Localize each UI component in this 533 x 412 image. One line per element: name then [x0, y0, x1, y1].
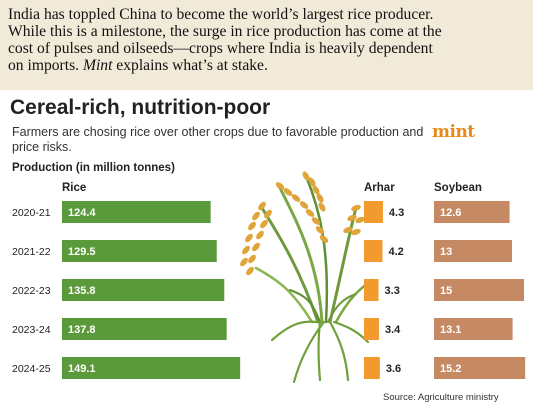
arhar-bar — [364, 240, 383, 262]
arhar-bar — [364, 201, 383, 223]
rice-bar — [62, 201, 211, 223]
arhar-value-label: 4.2 — [388, 246, 403, 258]
arhar-column-header: Arhar — [364, 182, 395, 194]
rice-value-label: 129.5 — [68, 246, 96, 258]
soybean-value-label: 13 — [440, 246, 452, 258]
arhar-bar — [364, 357, 380, 379]
rice-value-label: 124.4 — [68, 207, 96, 219]
rice-bar — [62, 279, 225, 301]
intro-line-4-suffix: explains what’s at stake. — [112, 57, 268, 74]
arhar-bar — [364, 279, 379, 301]
soybean-bar — [434, 279, 524, 301]
rice-bar — [62, 240, 217, 262]
arhar-bar — [364, 318, 379, 340]
chart-canvas: 2020-21 124.4 4.3 12.6 2021-22 129.5 4.2 13 2022… — [12, 171, 526, 384]
soybean-value-label: 15 — [440, 285, 452, 297]
intro-text: India has toppled China to become the wo… — [8, 6, 528, 74]
intro-line-4-prefix: on imports. — [8, 57, 83, 74]
rice-column-header: Rice — [62, 182, 87, 194]
arhar-value-label: 3.3 — [385, 285, 400, 297]
soybean-bar — [434, 240, 512, 262]
rice-value-label: 135.8 — [68, 285, 96, 297]
soybean-column-header: Soybean — [434, 182, 482, 194]
soybean-bar — [434, 201, 510, 223]
soybean-value-label: 12.6 — [440, 207, 461, 219]
source-note: Source: Agriculture ministry — [383, 392, 499, 403]
arhar-value-label: 3.4 — [385, 324, 401, 336]
intro-line-3: cost of pulses and oilseeds—crops where … — [8, 40, 433, 57]
intro-line-2: While this is a milestone, the surge in … — [8, 23, 442, 40]
rice-plant-illustration — [240, 171, 374, 384]
soybean-value-label: 15.2 — [440, 363, 461, 375]
mint-logo: mint — [432, 122, 475, 142]
rice-bar — [62, 357, 241, 379]
bars-layer: 2020-21 124.4 4.3 12.6 2021-22 129.5 4.2 13 2022… — [12, 201, 526, 379]
year-label: 2020-21 — [12, 207, 51, 219]
soybean-value-label: 13.1 — [440, 324, 461, 336]
rice-bar — [62, 318, 227, 340]
arhar-value-label: 4.3 — [389, 207, 404, 219]
year-label: 2021-22 — [12, 246, 51, 258]
soybean-bar — [434, 318, 513, 340]
year-label: 2022-23 — [12, 285, 51, 297]
rice-value-label: 137.8 — [68, 324, 96, 336]
chart-subtitle: Farmers are chosing rice over other crop… — [12, 125, 424, 154]
rice-value-label: 149.1 — [68, 363, 96, 375]
soybean-bar — [434, 357, 526, 379]
arhar-value-label: 3.6 — [386, 363, 401, 375]
intro-line-4: on imports. Mint explains what’s at stak… — [8, 57, 528, 74]
chart-panel: 2020-21 124.4 4.3 12.6 2021-22 129.5 4.2 13 2022… — [0, 90, 533, 412]
intro-line-1: India has toppled China to become the wo… — [8, 6, 434, 23]
intro-publication-name: Mint — [82, 57, 113, 74]
year-label: 2023-24 — [12, 324, 51, 336]
chart-title: Cereal-rich, nutrition-poor — [10, 96, 271, 119]
year-label: 2024-25 — [12, 363, 51, 375]
production-unit-label: Production (in million tonnes) — [12, 162, 175, 174]
